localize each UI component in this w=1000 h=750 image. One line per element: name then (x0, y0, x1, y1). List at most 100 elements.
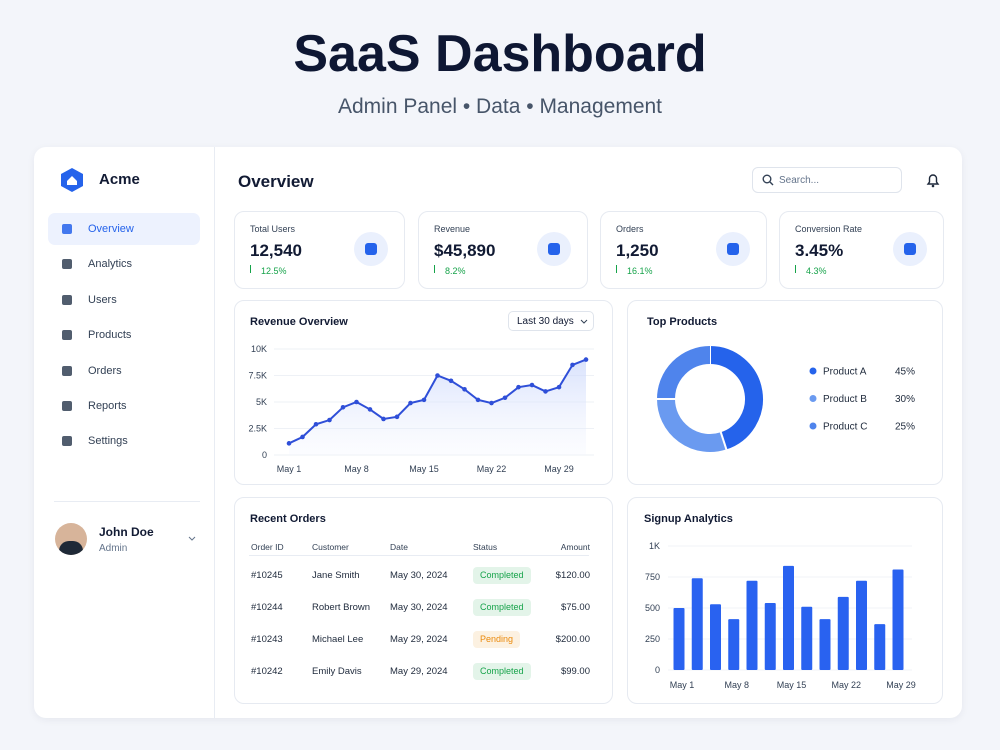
cell: Michael Lee (312, 634, 364, 645)
cell: Jane Smith (312, 570, 360, 581)
status-badge: Completed (473, 663, 531, 680)
sidebar: Acme Overview Analytics Users Products Order… (34, 147, 215, 718)
nav-item[interactable]: Orders (48, 355, 200, 387)
legend-label: Product B (823, 394, 867, 405)
page-subtitle: Admin Panel • Data • Management (337, 95, 663, 118)
nav-label: Reports (88, 400, 127, 412)
bar (819, 619, 831, 670)
products-card: Top Products (627, 300, 943, 485)
brand: Acme (99, 171, 140, 188)
stat-card: Total Users 12,540 12.5% (234, 211, 405, 289)
bar (746, 580, 758, 670)
cell: May 30, 2024 (390, 602, 448, 613)
card-title: Signup Analytics (644, 513, 733, 525)
x-tick-label: May 22 (831, 680, 861, 690)
nav-item[interactable]: Products (48, 319, 200, 351)
point (286, 441, 292, 446)
nav-label: Analytics (88, 258, 133, 271)
nav-label: Users (88, 293, 117, 306)
nav-item[interactable]: Settings (48, 425, 200, 457)
cell: Emily Davis (312, 666, 362, 677)
y-tick-label: 7.5K (248, 371, 267, 381)
nav-label: Overview (88, 223, 134, 235)
search[interactable]: Search... (752, 167, 902, 193)
bar (837, 596, 849, 670)
x-tick-label: May 15 (777, 680, 807, 690)
nav-item[interactable]: Overview (48, 213, 200, 245)
page-title: SaaS Dashboard (293, 25, 707, 83)
stat-arrow (434, 265, 441, 273)
point (583, 357, 589, 362)
stat-label: Revenue (434, 224, 471, 234)
divider (54, 501, 200, 502)
stat-icon (893, 232, 927, 266)
y-tick-label: 0 (262, 450, 267, 460)
point (570, 362, 575, 368)
stat-icon (716, 232, 750, 266)
legend-value: 45% (895, 367, 915, 378)
nav: Overview Analytics Users Products Orders Repo… (34, 213, 214, 473)
point (529, 382, 535, 388)
point (354, 399, 359, 405)
column-header: Customer (312, 542, 349, 552)
bar (728, 619, 740, 670)
legend-dot (809, 367, 817, 375)
column-header: Date (390, 542, 408, 552)
nav-item[interactable]: Users (48, 284, 200, 316)
point (556, 384, 562, 390)
x-tick-label: May 8 (724, 680, 749, 690)
nav-icon (62, 259, 72, 270)
user-role: Admin (99, 543, 128, 554)
column-header: Status (473, 542, 498, 552)
area (289, 359, 586, 455)
stat-glyph (548, 243, 560, 255)
nav-item[interactable]: Analytics (48, 248, 200, 280)
card-title: Top Products (647, 316, 718, 328)
cell: Robert Brown (312, 602, 371, 613)
nav-icon (62, 401, 72, 411)
y-tick-label: 1K (649, 541, 660, 551)
point (367, 407, 373, 412)
point (313, 421, 319, 427)
x-tick-label: May 15 (409, 464, 439, 474)
nav-label: Settings (88, 435, 128, 448)
cell: #10243 (251, 634, 283, 645)
column-header: Order ID (251, 542, 284, 552)
x-tick-label: May 1 (277, 464, 302, 474)
point (435, 373, 440, 378)
legend-label: Product C (823, 422, 867, 433)
notifications[interactable] (925, 172, 941, 188)
nav-icon (62, 294, 72, 305)
point (462, 386, 467, 392)
bar (892, 569, 904, 670)
stat-label: Conversion Rate (795, 224, 863, 234)
point (475, 397, 481, 403)
orders-card: Recent Orders Order ID Customer Date Status… (234, 497, 613, 704)
legend-value: 25% (895, 422, 915, 433)
legend-dot (809, 422, 817, 430)
range-label: Last 30 days (517, 316, 574, 327)
card-title: Revenue Overview (250, 316, 348, 328)
bar (856, 580, 867, 670)
range-select[interactable]: Last 30 days (508, 311, 594, 331)
legend-label: Product A (823, 367, 867, 378)
stat-value: 12,540 (250, 241, 302, 260)
bar (691, 578, 703, 670)
card-title: Recent Orders (250, 513, 326, 525)
nav-label: Products (88, 329, 132, 342)
point (327, 417, 332, 423)
stat-icon (354, 232, 388, 266)
cell: #10242 (251, 666, 283, 677)
point (394, 414, 400, 420)
stat-glyph (727, 243, 739, 255)
user-menu[interactable] (187, 535, 197, 543)
point (543, 389, 548, 394)
stat-change: 12.5% (261, 266, 287, 276)
legend-value: 30% (895, 394, 915, 405)
x-tick-label: May 8 (344, 464, 369, 474)
donut-segment (709, 346, 763, 450)
y-tick-label: 750 (645, 572, 660, 582)
nav-item[interactable]: Reports (48, 390, 200, 422)
stat-card: Conversion Rate 3.45% 4.3% (779, 211, 944, 289)
